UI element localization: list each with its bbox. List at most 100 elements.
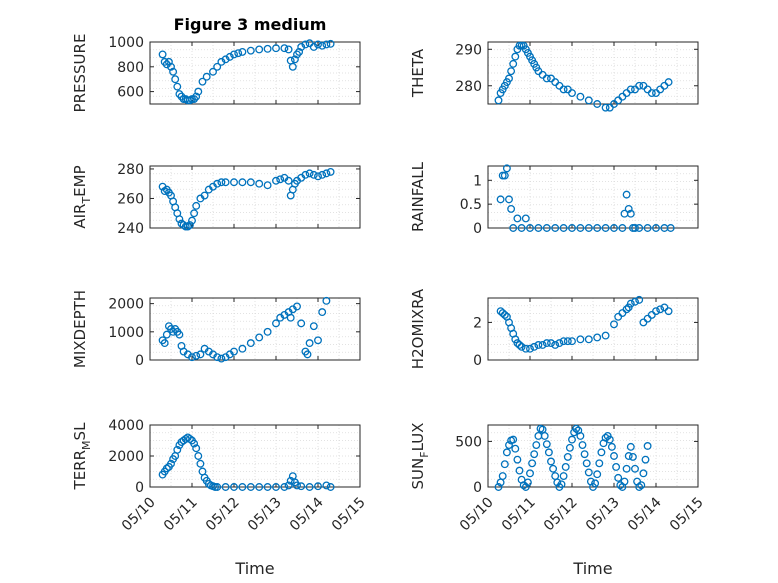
data-point xyxy=(526,469,534,478)
x-tick-label: 05/14 xyxy=(625,494,665,534)
data-point xyxy=(500,310,509,319)
axes-frame xyxy=(487,41,699,105)
data-point xyxy=(576,335,585,344)
data-point xyxy=(584,224,593,232)
data-point xyxy=(309,43,318,51)
data-point xyxy=(230,483,238,491)
data-point xyxy=(190,209,199,218)
data-point xyxy=(622,464,631,473)
data-point xyxy=(641,455,650,464)
y-tick-label: 290 xyxy=(455,42,482,58)
x-tick-label: 05/14 xyxy=(287,494,327,534)
data-point xyxy=(505,441,513,450)
data-point xyxy=(238,178,247,187)
data-point xyxy=(213,179,222,188)
data-point xyxy=(521,344,530,353)
data-point xyxy=(500,171,509,180)
data-point xyxy=(221,178,230,187)
data-point xyxy=(496,195,505,204)
x-tick-label: 05/12 xyxy=(541,494,581,534)
data-point xyxy=(555,81,564,90)
data-point xyxy=(255,179,264,188)
data-point xyxy=(158,50,167,59)
data-point xyxy=(293,481,301,490)
data-point xyxy=(635,81,644,90)
data-point xyxy=(500,460,509,469)
data-point xyxy=(643,224,652,232)
data-point xyxy=(192,201,201,210)
data-point xyxy=(534,224,543,232)
data-point xyxy=(515,341,524,349)
data-point xyxy=(526,224,534,232)
data-point xyxy=(213,483,222,491)
data-point xyxy=(202,72,211,81)
y-axis-label: TERRMSL xyxy=(71,422,93,491)
data-point xyxy=(607,442,616,451)
y-tick-label: 800 xyxy=(117,60,144,76)
data-point xyxy=(593,470,602,479)
data-point xyxy=(502,448,511,457)
data-point xyxy=(498,472,507,481)
x-tick-label: 05/13 xyxy=(583,494,623,534)
data-point xyxy=(551,78,560,87)
data-point xyxy=(238,483,247,491)
figure-title: Figure 3 medium xyxy=(174,15,327,34)
data-point xyxy=(167,459,175,468)
data-point xyxy=(618,224,627,232)
data-point xyxy=(196,459,205,468)
axes-frame xyxy=(487,424,699,488)
axes-frame xyxy=(487,297,699,361)
data-point xyxy=(213,62,222,71)
data-point xyxy=(326,167,335,176)
data-point xyxy=(286,476,295,485)
data-point xyxy=(559,472,568,481)
data-point xyxy=(547,457,555,466)
y-tick-label: 600 xyxy=(117,85,144,101)
data-point xyxy=(601,433,610,442)
data-point xyxy=(507,67,516,76)
data-point xyxy=(582,459,591,468)
data-point xyxy=(547,339,555,348)
data-point xyxy=(297,482,306,491)
data-point xyxy=(293,302,301,311)
y-tick-label: 1000 xyxy=(108,325,144,341)
data-point xyxy=(507,204,516,213)
data-point xyxy=(559,85,568,94)
data-point xyxy=(534,341,543,349)
data-point xyxy=(295,47,304,56)
data-point xyxy=(322,40,331,49)
data-point xyxy=(538,70,547,79)
x-tick-label: 05/10 xyxy=(119,494,159,534)
data-point xyxy=(563,337,572,346)
x-axis-label: Time xyxy=(234,559,274,578)
data-point xyxy=(544,448,553,457)
data-point xyxy=(246,483,255,491)
x-tick-label: 05/12 xyxy=(203,494,243,534)
data-point xyxy=(523,478,532,487)
data-point xyxy=(530,450,539,459)
data-point xyxy=(217,178,226,187)
data-point xyxy=(515,466,524,475)
y-tick-label: 2 xyxy=(473,315,482,331)
y-axis-label: PRESSURE xyxy=(71,34,89,113)
data-point xyxy=(620,477,629,486)
data-point xyxy=(213,353,222,362)
data-point xyxy=(622,89,631,98)
data-point xyxy=(303,350,312,359)
subplot-pressure: 600 800 1000 PRESSURE xyxy=(71,34,361,113)
data-point xyxy=(246,178,255,187)
data-point xyxy=(610,452,618,460)
data-point xyxy=(288,62,297,71)
y-tick-label: 2000 xyxy=(108,449,144,465)
y-tick-label: 1000 xyxy=(108,35,144,51)
data-point xyxy=(494,96,503,105)
y-tick-label: 1 xyxy=(473,173,482,189)
data-point xyxy=(542,74,551,83)
data-point xyxy=(318,308,327,317)
data-point xyxy=(169,67,178,76)
data-point xyxy=(284,45,293,54)
data-point xyxy=(542,440,551,449)
data-point xyxy=(656,305,665,314)
data-point xyxy=(322,296,331,305)
data-point xyxy=(221,55,230,64)
